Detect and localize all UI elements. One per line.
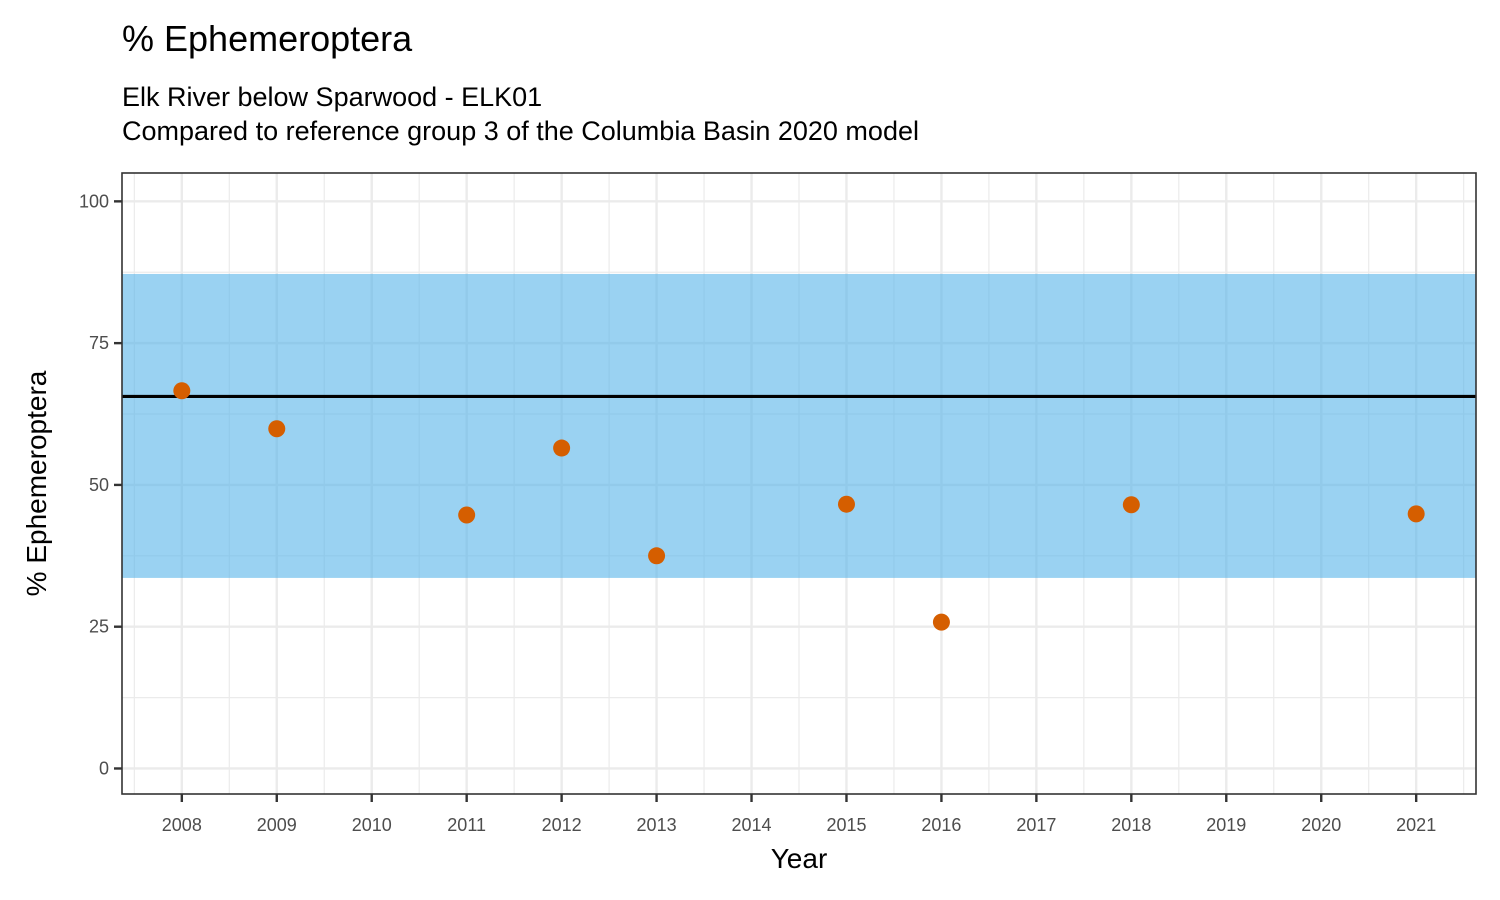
data-point	[1407, 505, 1425, 523]
x-tick-label: 2019	[1206, 815, 1246, 835]
panel-border	[121, 172, 1477, 795]
data-point	[173, 382, 191, 400]
x-tick-label: 2010	[352, 815, 392, 835]
y-tick-label: 25	[89, 617, 109, 637]
data-point	[648, 547, 666, 565]
x-tick-label: 2015	[826, 815, 866, 835]
chart-subtitle-line-2: Compared to reference group 3 of the Col…	[122, 116, 919, 146]
data-point	[932, 613, 950, 631]
y-tick-label: 100	[79, 191, 109, 211]
data-point	[1122, 496, 1140, 514]
data-point	[458, 506, 476, 524]
x-tick-label: 2017	[1016, 815, 1056, 835]
x-tick-label: 2020	[1301, 815, 1341, 835]
x-tick-label: 2018	[1111, 815, 1151, 835]
x-tick-label: 2011	[447, 815, 486, 835]
y-tick-label: 75	[89, 333, 109, 353]
reference-band	[122, 273, 1476, 578]
x-tick-label: 2013	[637, 815, 677, 835]
chart-title: % Ephemeroptera	[122, 18, 413, 59]
data-point	[553, 439, 571, 457]
y-tick-label: 50	[89, 475, 109, 495]
y-tick-label: 0	[99, 758, 109, 778]
x-tick-label: 2021	[1396, 815, 1436, 835]
x-axis-title: Year	[771, 843, 828, 874]
data-point	[837, 495, 855, 513]
x-tick-label: 2008	[162, 815, 202, 835]
x-tick-label: 2009	[257, 815, 297, 835]
x-tick-label: 2014	[732, 815, 772, 835]
x-tick-label: 2012	[542, 815, 582, 835]
y-axis-title: % Ephemeroptera	[21, 370, 52, 596]
chart-subtitle-line-1: Elk River below Sparwood - ELK01	[122, 82, 543, 112]
data-point	[268, 420, 286, 438]
x-tick-label: 2016	[921, 815, 961, 835]
